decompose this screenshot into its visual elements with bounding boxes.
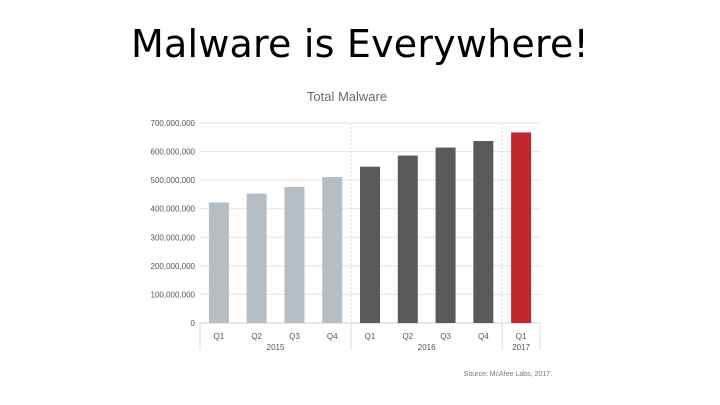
y-tick-label: 0 xyxy=(191,319,196,328)
year-label: 2017 xyxy=(512,343,530,352)
bar xyxy=(322,177,343,323)
source-note: Source: McAfee Labs, 2017. xyxy=(464,371,552,378)
x-axis-ticks: Q1 Q2 Q3 Q4 Q1 Q2 Q3 Q4 Q1 xyxy=(214,332,527,341)
y-tick-label: 300,000,000 xyxy=(151,233,196,242)
y-tick-label: 400,000,000 xyxy=(151,205,196,214)
year-labels: 2015 2016 2017 xyxy=(267,343,531,352)
chart-title: Total Malware xyxy=(307,89,387,104)
bar xyxy=(473,141,494,323)
y-tick-label: 100,000,000 xyxy=(151,290,196,299)
x-tick-label: Q1 xyxy=(214,332,225,341)
bar xyxy=(511,132,532,323)
y-tick-label: 700,000,000 xyxy=(151,119,196,128)
x-tick-label: Q2 xyxy=(402,332,413,341)
x-tick-label: Q3 xyxy=(289,332,300,341)
year-label: 2015 xyxy=(267,343,285,352)
bars xyxy=(208,132,532,323)
slide-title: Malware is Everywhere! xyxy=(130,22,589,66)
bar xyxy=(246,193,267,323)
x-tick-label: Q4 xyxy=(327,332,338,341)
x-tick-label: Q2 xyxy=(251,332,262,341)
year-label: 2016 xyxy=(418,343,436,352)
bar xyxy=(435,147,456,323)
x-tick-label: Q4 xyxy=(478,332,489,341)
bar xyxy=(397,155,418,323)
y-tick-label: 500,000,000 xyxy=(151,176,196,185)
x-tick-label: Q1 xyxy=(516,332,527,341)
bar xyxy=(284,187,305,323)
bar xyxy=(360,166,380,323)
x-tick-label: Q1 xyxy=(365,332,376,341)
bar xyxy=(208,202,229,323)
y-tick-label: 600,000,000 xyxy=(151,148,196,157)
y-tick-label: 200,000,000 xyxy=(151,262,196,271)
y-axis-ticks: 0 100,000,000 200,000,000 300,000,000 400,00… xyxy=(151,119,196,328)
x-tick-label: Q3 xyxy=(440,332,451,341)
